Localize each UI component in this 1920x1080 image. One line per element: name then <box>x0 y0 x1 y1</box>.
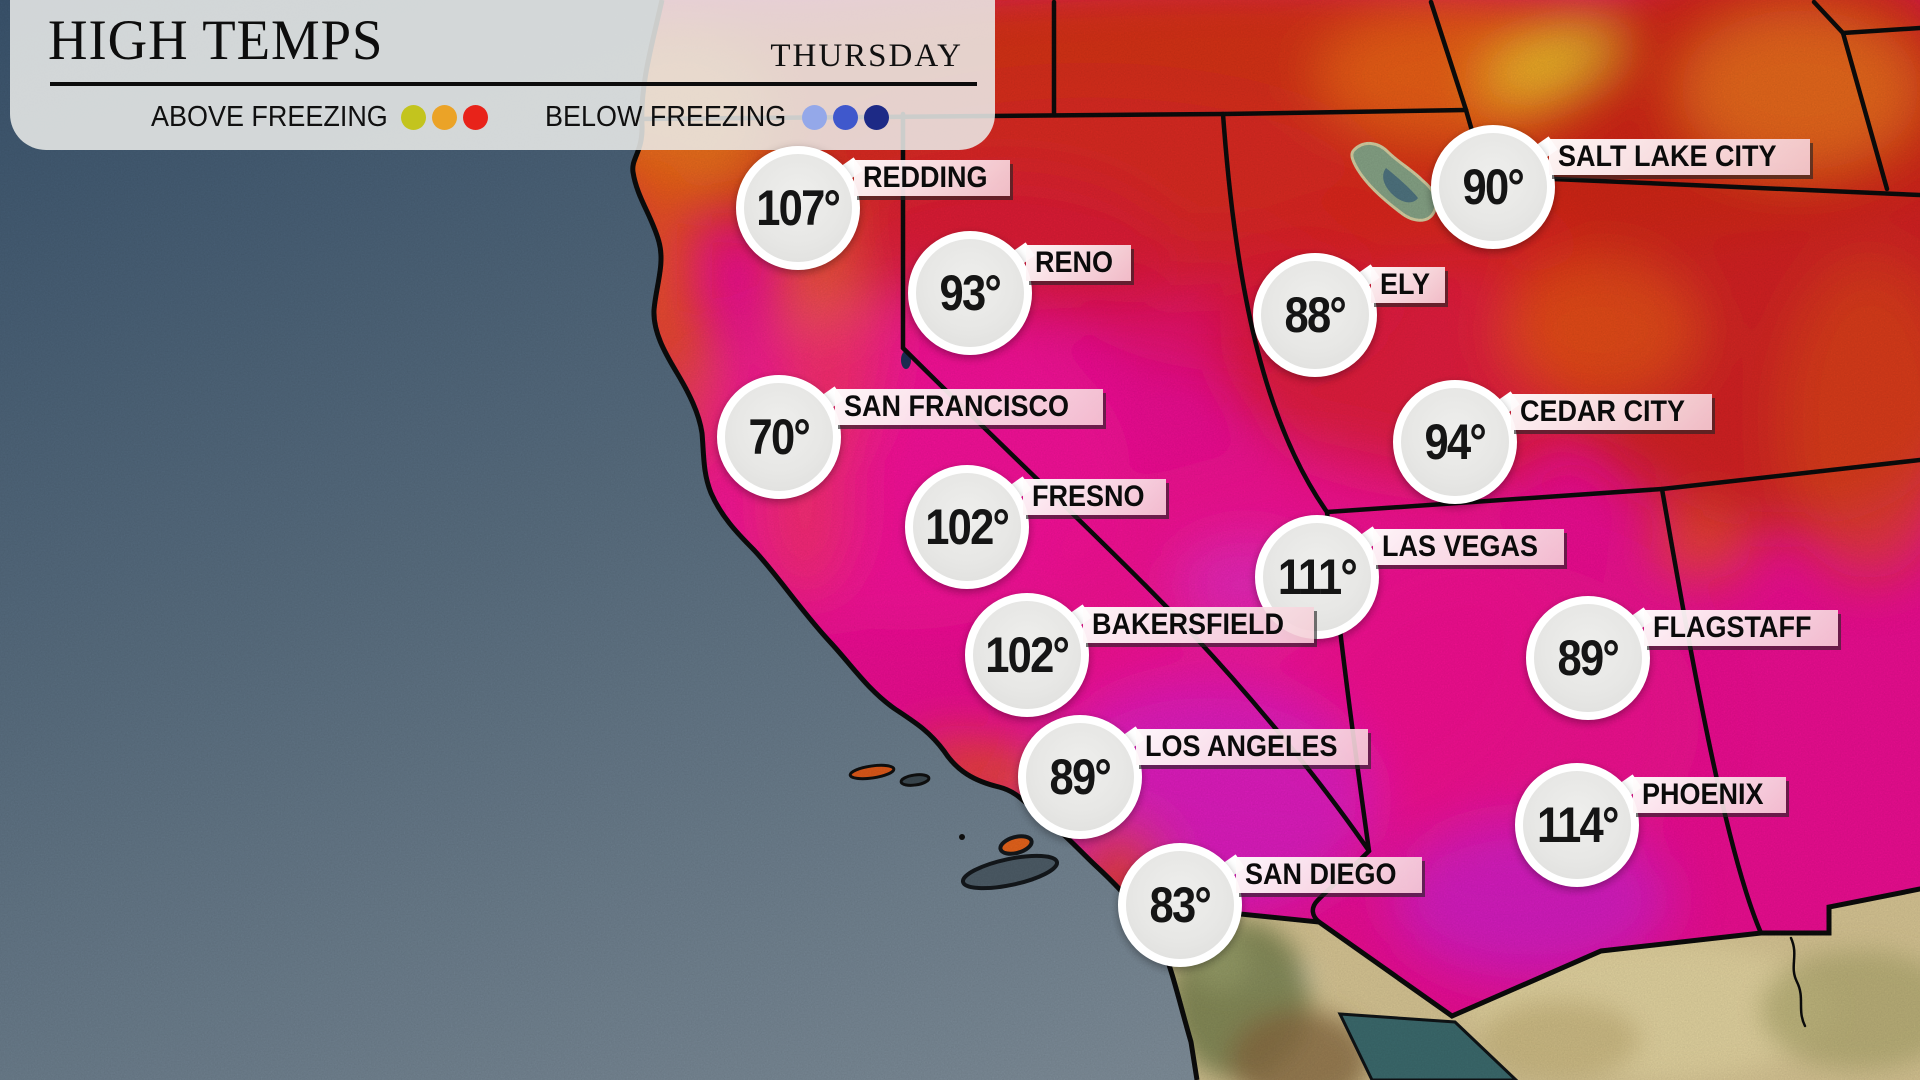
city-name: ELY <box>1380 268 1431 301</box>
page-title: HIGH TEMPS <box>48 9 384 72</box>
temperature-bubble: 114° <box>1515 763 1639 887</box>
temperature-value: 70° <box>748 409 811 465</box>
city-label: REDDING <box>854 160 1011 196</box>
city-label: BAKERSFIELD <box>1083 607 1315 643</box>
city-label: SAN FRANCISCO <box>835 389 1104 425</box>
legend-color-dot <box>802 105 827 130</box>
city-name: FLAGSTAFF <box>1653 611 1812 644</box>
legend-color-dot <box>864 105 889 130</box>
city-name: CEDAR CITY <box>1520 395 1686 428</box>
temperature-bubble: 111° <box>1255 515 1379 639</box>
temperature-value: 94° <box>1424 414 1487 470</box>
city-name: LOS ANGELES <box>1145 730 1338 763</box>
temperature-bubble: 102° <box>905 465 1029 589</box>
temperature-value: 89° <box>1049 749 1112 805</box>
city-label: SAN DIEGO <box>1236 857 1423 893</box>
legend-below-freezing-swatches <box>802 105 889 130</box>
temperature-bubble: 83° <box>1118 843 1242 967</box>
temperature-value: 107° <box>756 180 841 236</box>
header-panel: HIGH TEMPS THURSDAY ABOVE FREEZING BELOW… <box>10 0 995 150</box>
city-name: BAKERSFIELD <box>1092 608 1285 641</box>
city-label: LOS ANGELES <box>1136 729 1368 765</box>
city-label: FRESNO <box>1023 479 1167 515</box>
temperature-bubble: 94° <box>1393 380 1517 504</box>
legend-above-freezing-label: ABOVE FREEZING <box>151 101 388 133</box>
city-label: ELY <box>1371 267 1445 303</box>
city-name: RENO <box>1035 246 1114 279</box>
temperature-bubble: 70° <box>717 375 841 499</box>
day-label: THURSDAY <box>770 38 963 74</box>
temperature-value: 102° <box>925 499 1010 555</box>
legend-color-dot <box>432 105 457 130</box>
temperature-bubble: 102° <box>965 593 1089 717</box>
temperature-value: 93° <box>939 265 1002 321</box>
temperature-bubble: 88° <box>1253 253 1377 377</box>
city-label: CEDAR CITY <box>1511 394 1713 430</box>
legend-color-dot <box>463 105 488 130</box>
legend-color-dot <box>401 105 426 130</box>
temperature-value: 83° <box>1149 877 1212 933</box>
temperature-value: 88° <box>1284 287 1347 343</box>
city-label: SALT LAKE CITY <box>1549 139 1810 175</box>
city-name: PHOENIX <box>1642 778 1764 811</box>
temperature-value: 90° <box>1462 159 1525 215</box>
city-name: SAN DIEGO <box>1245 858 1397 891</box>
city-name: SALT LAKE CITY <box>1558 140 1777 173</box>
temperature-bubble: 93° <box>908 231 1032 355</box>
city-name: FRESNO <box>1032 480 1145 513</box>
temperature-bubble: 89° <box>1018 715 1142 839</box>
legend-above-freezing-swatches <box>401 105 488 130</box>
legend-below-freezing-label: BELOW FREEZING <box>545 101 787 133</box>
temperature-value: 102° <box>985 627 1070 683</box>
temperature-value: 114° <box>1536 797 1619 853</box>
header-divider <box>50 82 977 86</box>
temperature-value: 111° <box>1277 549 1358 605</box>
temperature-bubble: 89° <box>1526 596 1650 720</box>
city-name: LAS VEGAS <box>1382 530 1539 563</box>
city-label: FLAGSTAFF <box>1644 610 1839 646</box>
legend-color-dot <box>833 105 858 130</box>
city-label: PHOENIX <box>1633 777 1787 813</box>
city-label: LAS VEGAS <box>1373 529 1565 565</box>
city-name: REDDING <box>863 161 988 194</box>
city-name: SAN FRANCISCO <box>844 390 1070 423</box>
temperature-bubble: 107° <box>736 146 860 270</box>
temperature-value: 89° <box>1557 630 1620 686</box>
temperature-bubble: 90° <box>1431 125 1555 249</box>
city-label: RENO <box>1026 245 1131 281</box>
